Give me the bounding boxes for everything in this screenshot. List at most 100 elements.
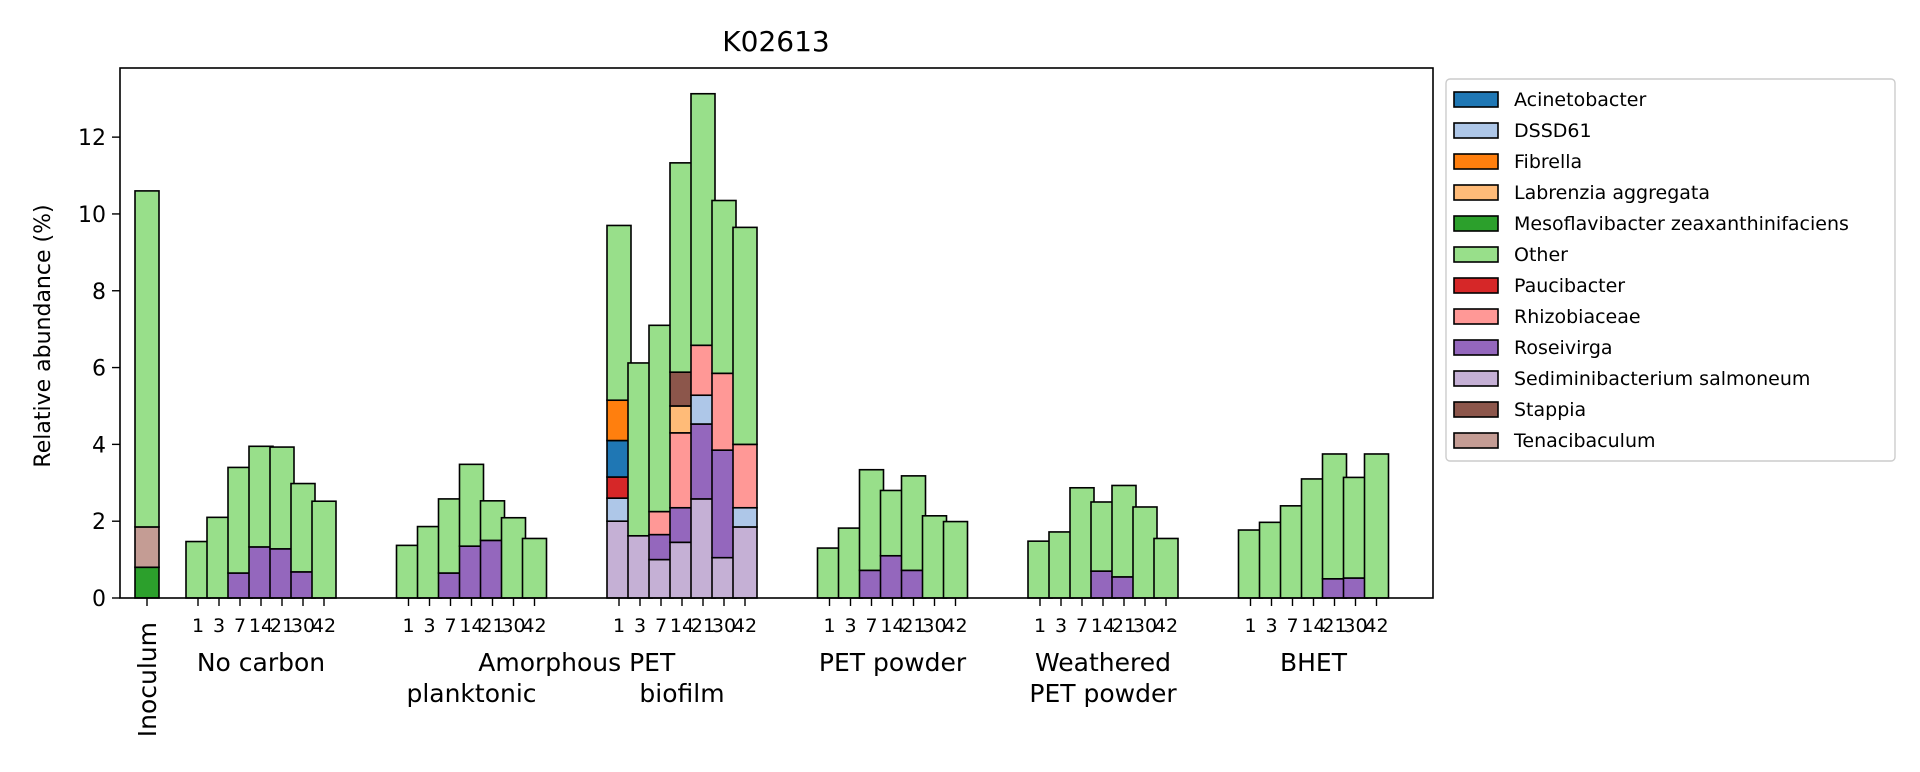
bar-inoculum-mesoflavibacter-zeaxanthinifaciens	[134, 566, 160, 599]
bar-amorphous-pet-planktonic-42-other	[521, 537, 548, 599]
x-tick-label: 42	[943, 615, 967, 637]
bar-amorphous-pet-planktonic-14-other	[458, 463, 485, 547]
bar-bhet-1-other	[1237, 529, 1264, 599]
bar-weathered-pet-powder-7-other	[1069, 486, 1095, 599]
legend-swatch-labrenzia-aggregata	[1453, 184, 1499, 201]
group-label-no-carbon: No carbon	[197, 648, 325, 677]
chart-title: K02613	[722, 25, 829, 58]
legend-swatch-other	[1453, 246, 1499, 263]
bar-pet-powder-3-other	[837, 527, 864, 599]
legend-label-mesoflavibacter-zeaxanthinifaciens: Mesoflavibacter zeaxanthinifaciens	[1514, 213, 1849, 235]
x-tick-label: 21	[691, 615, 715, 637]
bar-weathered-pet-powder-30-other	[1132, 506, 1158, 599]
x-tick-label: 1	[823, 615, 835, 637]
x-tick-label: 30	[291, 615, 315, 637]
bar-amorphous-pet-biofilm-30-other	[711, 199, 737, 375]
x-tick-label: 1	[402, 615, 414, 637]
legend-swatch-tenacibaculum	[1453, 432, 1499, 449]
legend-label-labrenzia-aggregata: Labrenzia aggregata	[1514, 182, 1710, 204]
x-tick-label: 7	[444, 615, 456, 637]
group-label-amorphous-pet: Amorphous PET	[478, 648, 676, 677]
x-tick-label: 30	[1343, 615, 1367, 637]
bar-bhet-42-other	[1363, 453, 1390, 599]
x-tick-label: 21	[1112, 615, 1136, 637]
bar-weathered-pet-powder-14-other	[1090, 501, 1116, 572]
y-tick-label: 0	[92, 587, 106, 612]
x-tick-label: 30	[1133, 615, 1157, 637]
plot-frame	[119, 67, 1434, 599]
x-tick-label: 14	[249, 615, 273, 637]
bar-no-carbon-42-other	[311, 500, 337, 599]
bar-amorphous-pet-planktonic-7-other	[437, 498, 464, 574]
x-tick-label: 3	[1265, 615, 1277, 637]
legend-label-rhizobiaceae: Rhizobiaceae	[1514, 306, 1641, 328]
bar-weathered-pet-powder-1-other	[1027, 540, 1053, 599]
bar-amorphous-pet-biofilm-42-dssd61	[732, 506, 758, 528]
group-label-pet-powder: PET powder	[1029, 679, 1177, 708]
x-tick-label: 7	[865, 615, 877, 637]
x-tick-label: 21	[270, 615, 294, 637]
y-ticks-layer: 0 2 4 6 8 10 12	[78, 126, 120, 612]
group-label-planktonic: planktonic	[406, 679, 536, 708]
x-tick-label: 3	[844, 615, 856, 637]
bar-weathered-pet-powder-21-other	[1111, 484, 1137, 578]
bar-weathered-pet-powder-42-other	[1153, 537, 1179, 599]
x-tick-label: 7	[655, 615, 667, 637]
bar-amorphous-pet-biofilm-14-other	[669, 162, 695, 373]
bar-amorphous-pet-biofilm-42-rhizobiaceae	[732, 443, 758, 509]
bar-pet-powder-42-other	[942, 520, 969, 599]
legend-swatch-roseivirga	[1453, 339, 1499, 356]
x-tick-label: 3	[423, 615, 435, 637]
x-tick-label: 1	[192, 615, 204, 637]
group-label-pet-powder: PET powder	[819, 648, 967, 677]
bar-pet-powder-21-other	[900, 475, 927, 572]
legend-swatch-mesoflavibacter-zeaxanthinifaciens	[1453, 215, 1499, 232]
bar-pet-powder-7-other	[858, 468, 885, 572]
x-tick-label: 7	[1076, 615, 1088, 637]
legend-label-roseivirga: Roseivirga	[1514, 337, 1613, 359]
bar-bhet-21-other	[1321, 453, 1348, 580]
legend-swatch-fibrella	[1453, 153, 1499, 170]
x-tick-label: 7	[234, 615, 246, 637]
bar-no-carbon-30-other	[290, 482, 316, 573]
bars-layer	[134, 92, 1390, 599]
x-tick-label: 1	[1034, 615, 1046, 637]
y-tick-label: 6	[92, 357, 106, 382]
legend-label-other: Other	[1514, 244, 1568, 266]
x-tick-label: 1	[613, 615, 625, 637]
legend-swatch-acinetobacter	[1453, 91, 1499, 108]
x-tick-label: 30	[922, 615, 946, 637]
y-tick-label: 12	[78, 126, 106, 151]
category-label-inoculum: Inoculum	[133, 622, 162, 737]
bar-amorphous-pet-biofilm-42-sediminibacterium-salmoneum	[732, 526, 758, 599]
bar-amorphous-pet-biofilm-1-sediminibacterium-salmoneum	[606, 520, 632, 599]
bar-amorphous-pet-planktonic-3-other	[416, 525, 443, 599]
legend-swatch-stappia	[1453, 401, 1499, 418]
x-tick-label: 7	[1286, 615, 1298, 637]
legend: Acinetobacter DSSD61 Fibrella Labrenzia agg…	[1445, 78, 1896, 462]
x-tick-label: 1	[1244, 615, 1256, 637]
group-label-bhet: BHET	[1280, 648, 1348, 677]
legend-label-tenacibaculum: Tenacibaculum	[1513, 430, 1656, 452]
x-tick-label: 14	[670, 615, 694, 637]
bar-bhet-30-other	[1342, 476, 1369, 579]
group-label-weathered: Weathered	[1035, 648, 1171, 677]
y-axis-label: Relative abundance (%)	[31, 204, 56, 467]
x-tick-label: 14	[1091, 615, 1115, 637]
bar-amorphous-pet-biofilm-21-other	[690, 92, 716, 347]
bar-inoculum-other	[134, 190, 160, 528]
x-tick-label: 42	[1364, 615, 1388, 637]
y-tick-label: 10	[78, 203, 106, 228]
legend-label-dssd61: DSSD61	[1514, 120, 1592, 142]
x-tick-label: 3	[1055, 615, 1067, 637]
legend-swatch-paucibacter	[1453, 277, 1499, 294]
bar-no-carbon-14-other	[248, 445, 274, 548]
x-tick-label: 21	[480, 615, 504, 637]
legend-label-fibrella: Fibrella	[1514, 151, 1582, 173]
bar-no-carbon-21-other	[269, 446, 295, 550]
y-tick-label: 8	[92, 280, 106, 305]
x-tick-label: 14	[1301, 615, 1325, 637]
